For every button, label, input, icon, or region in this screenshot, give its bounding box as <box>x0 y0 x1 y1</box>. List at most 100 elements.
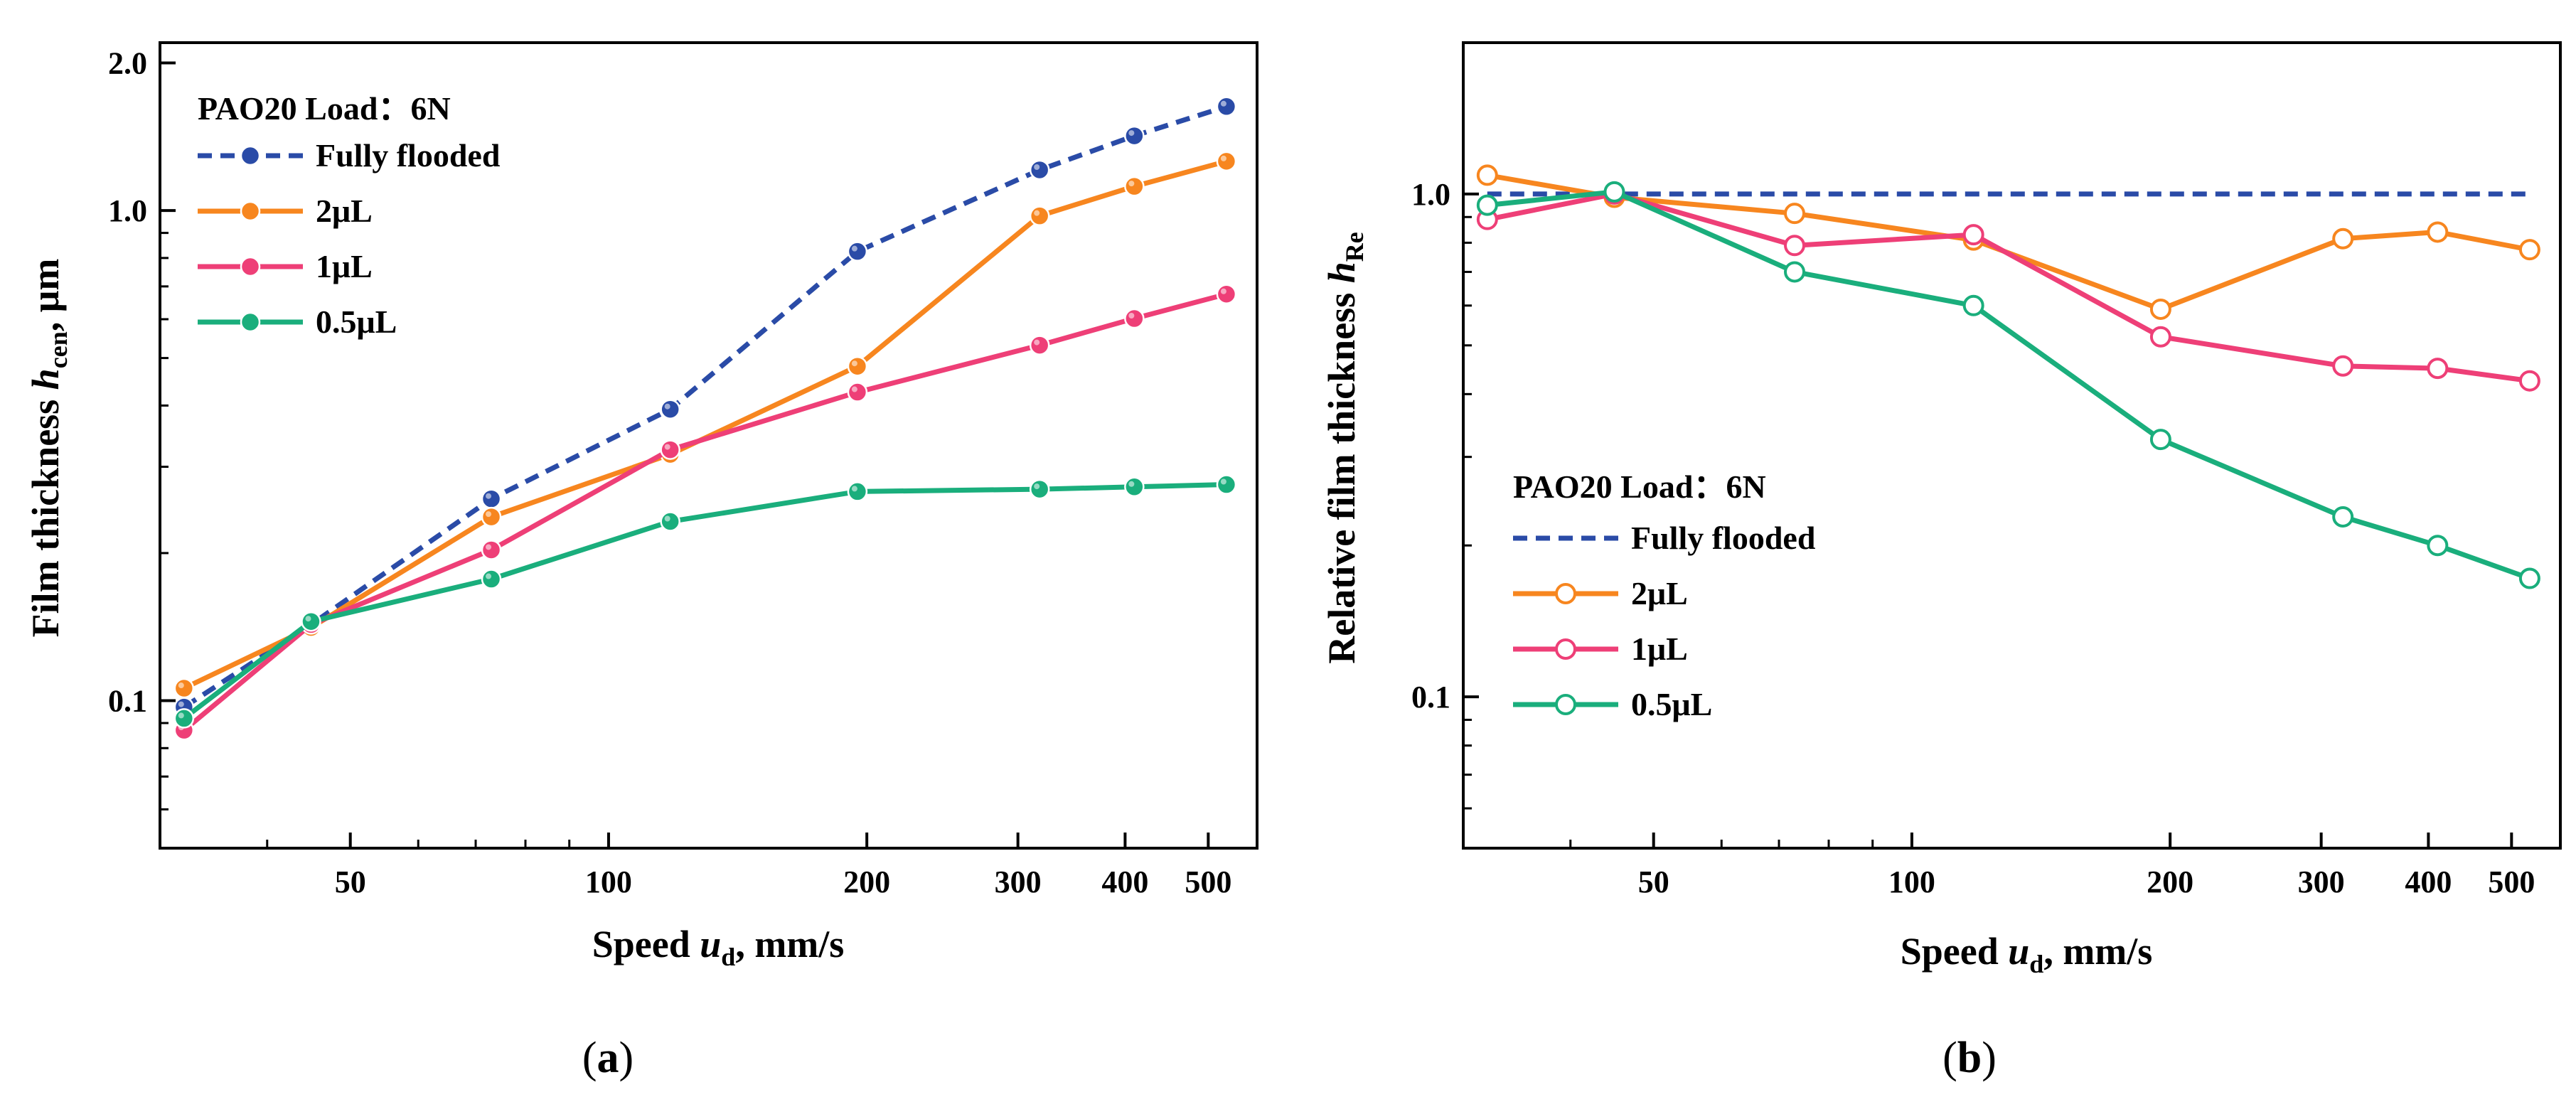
x-tick-label: 50 <box>1638 865 1669 899</box>
data-point <box>847 382 868 402</box>
data-point <box>301 611 321 632</box>
data-point-highlight <box>1034 210 1040 216</box>
data-point <box>660 439 680 460</box>
panel-b-y-axis-label: Relative film thickness hRe <box>1320 232 1369 663</box>
panel-a-axes-frame <box>159 41 1258 850</box>
data-point <box>1216 151 1237 172</box>
data-point <box>1784 235 1806 257</box>
data-point-highlight <box>1034 164 1040 170</box>
data-point <box>660 511 680 532</box>
y-tick-label: 0.1 <box>1411 680 1450 715</box>
data-point <box>2332 505 2354 528</box>
data-point <box>1216 474 1237 495</box>
data-point-highlight <box>1220 288 1226 294</box>
data-point <box>1029 478 1050 500</box>
data-point <box>481 488 502 509</box>
data-point-highlight <box>486 511 492 518</box>
legend-entry-2ul: 2μL <box>198 193 373 229</box>
series-0-5ul <box>1476 181 2540 589</box>
series-fully-flooded <box>173 96 1237 717</box>
data-point <box>2149 429 2171 451</box>
x-tick-label: 100 <box>1888 865 1935 899</box>
panel-a-legend: PAO20 Load：6N Fully flooded 2μL 1μL 0.5μL <box>198 90 501 340</box>
data-point-highlight <box>1128 481 1135 487</box>
data-point-highlight <box>486 493 492 499</box>
data-point <box>2518 239 2540 261</box>
data-point <box>1962 224 1984 246</box>
data-point <box>847 481 868 502</box>
panel-label-a-text: a <box>597 1034 619 1082</box>
x-tick-label: 400 <box>1101 865 1148 899</box>
panel-label-b: (b) <box>1942 1034 1997 1082</box>
data-point <box>2149 298 2171 320</box>
data-point <box>847 241 868 262</box>
data-point <box>1784 261 1806 283</box>
x-tick-label: 200 <box>843 865 890 899</box>
data-point-highlight <box>1128 181 1135 187</box>
panel-b-series <box>1476 164 2540 589</box>
data-point-highlight <box>1034 339 1040 346</box>
series-line <box>1487 189 2531 581</box>
data-point <box>1476 194 1498 216</box>
data-point-highlight <box>178 683 184 689</box>
x-tick-label: 100 <box>585 865 632 899</box>
series-line <box>1487 172 2530 312</box>
data-point-highlight <box>851 386 857 392</box>
data-point-highlight <box>1220 100 1226 107</box>
series-line <box>182 482 1226 721</box>
data-point-highlight <box>486 573 492 579</box>
legend-title: PAO20 Load：6N <box>198 90 451 127</box>
data-point <box>1124 125 1145 146</box>
data-point-highlight <box>178 712 184 719</box>
panel-b-axes-frame <box>1462 41 2562 850</box>
panel-a-x-axis-label: Speed ud, mm/s <box>592 923 845 971</box>
x-tick-label: 300 <box>995 865 1042 899</box>
data-point <box>1124 176 1145 197</box>
data-point <box>1029 159 1050 181</box>
data-point <box>173 708 195 729</box>
legend-entry-fully-flooded: Fully flooded <box>1513 520 1816 556</box>
panel-label-a: (a) <box>582 1034 634 1082</box>
panel-a-series <box>173 96 1237 741</box>
legend-swatch-marker <box>240 311 261 333</box>
data-point <box>2427 221 2449 243</box>
data-point <box>481 540 502 560</box>
legend-label: 1μL <box>1631 631 1688 667</box>
y-tick-label: 0.1 <box>108 683 147 718</box>
data-point-highlight <box>1128 130 1135 137</box>
legend-swatch-marker <box>240 256 261 277</box>
y-tick-label: 2.0 <box>108 46 147 81</box>
data-point-highlight <box>305 616 311 622</box>
data-point-highlight <box>851 360 857 367</box>
series-1ul <box>173 284 1237 741</box>
legend-label: 2μL <box>1631 575 1688 611</box>
data-point <box>1124 308 1145 329</box>
legend-entry-2ul: 2μL <box>1513 575 1688 611</box>
legend-title: PAO20 Load：6N <box>1513 469 1766 505</box>
series-2ul <box>1476 164 2540 320</box>
series-line <box>1487 191 2530 384</box>
data-point <box>1124 476 1145 498</box>
legend-entry-0-5ul: 0.5μL <box>198 304 397 340</box>
data-point <box>1784 203 1806 225</box>
panel-b-x-axis-label: Speed ud, mm/s <box>1901 930 2153 978</box>
data-point-highlight <box>851 486 857 492</box>
series-line <box>183 159 1227 691</box>
panel-label-b-text: b <box>1957 1034 1982 1082</box>
data-point-highlight <box>486 544 492 550</box>
data-point <box>1216 284 1237 304</box>
legend-label: 0.5μL <box>316 304 397 340</box>
legend-entry-1ul: 1μL <box>198 248 373 284</box>
data-point <box>2427 535 2449 557</box>
legend-swatch-marker <box>240 145 261 166</box>
x-tick-label: 500 <box>2488 865 2535 899</box>
legend-label: 2μL <box>316 193 373 229</box>
x-tick-label: 50 <box>335 865 366 899</box>
x-tick-label: 500 <box>1185 865 1231 899</box>
legend-swatch-marker <box>1555 583 1576 604</box>
data-point <box>2427 358 2449 380</box>
series-1ul <box>1476 183 2540 392</box>
legend-entry-fully-flooded: Fully flooded <box>198 137 501 173</box>
data-point <box>1216 96 1237 117</box>
